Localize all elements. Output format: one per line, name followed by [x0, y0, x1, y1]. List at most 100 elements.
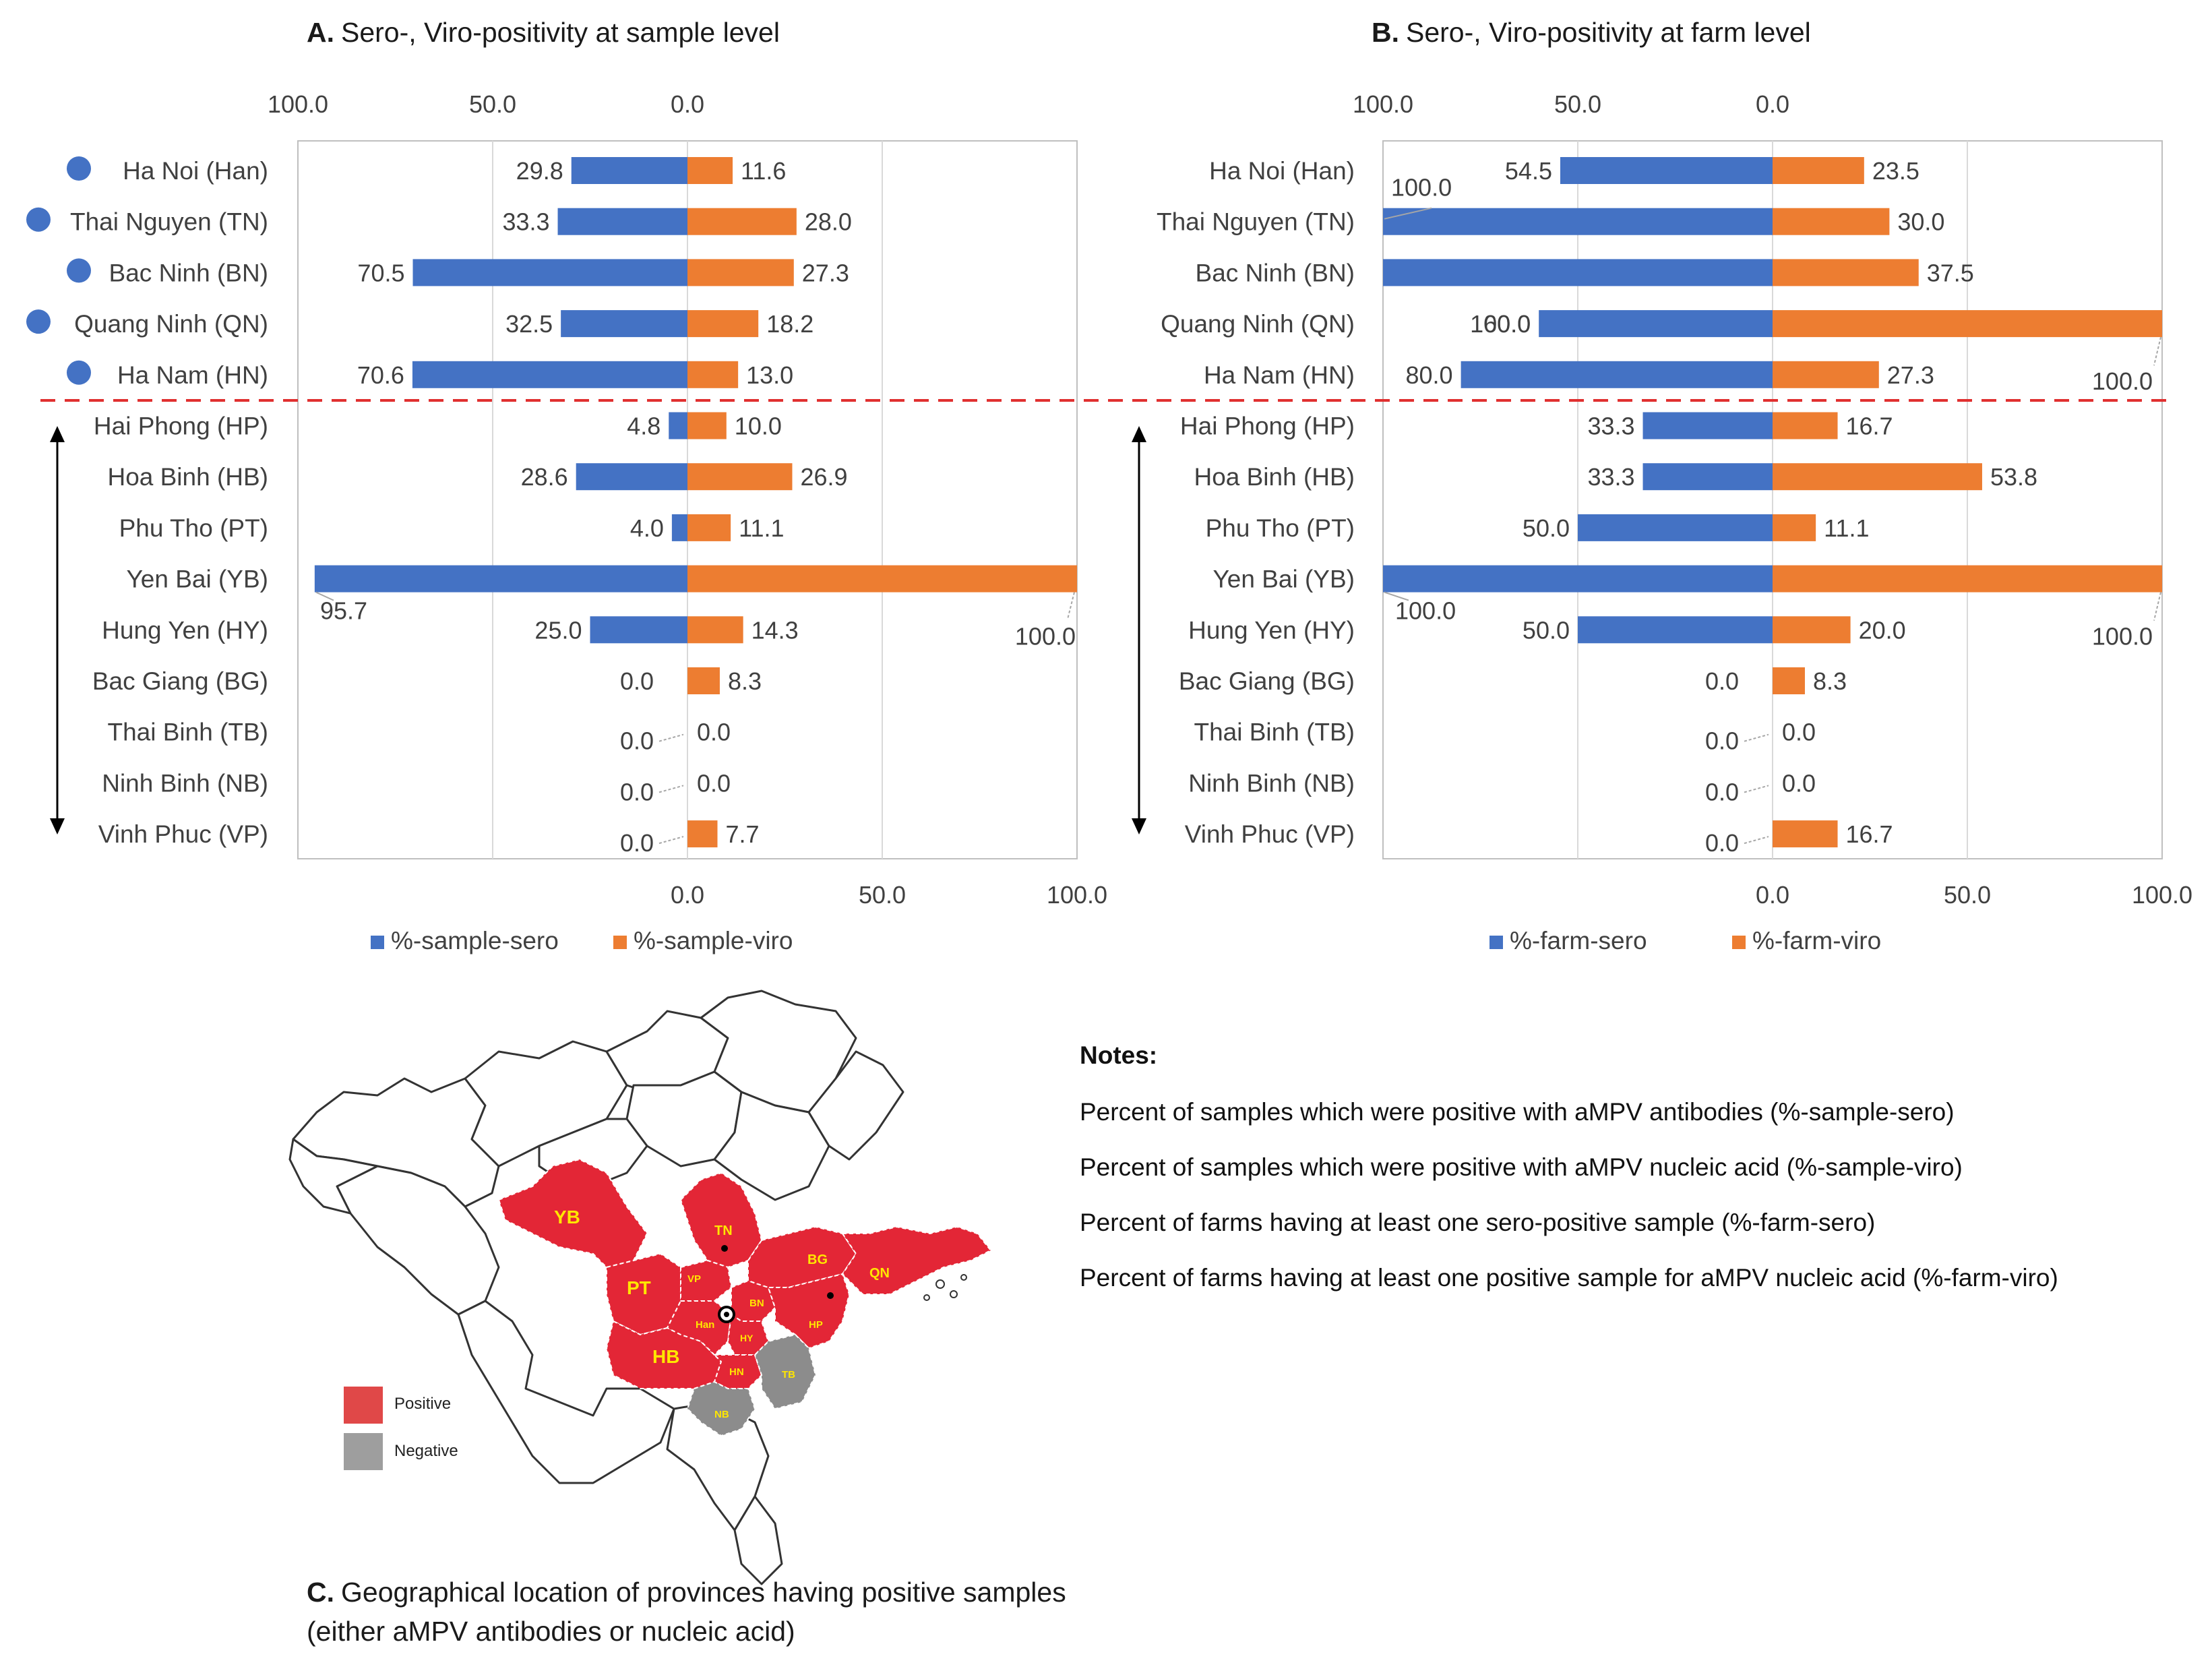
map-legend-positive-label: Positive	[394, 1395, 451, 1413]
chart-b-label-viro: 16.7	[1846, 413, 1893, 440]
chart-b-category-label: Ninh Binh (NB)	[1188, 769, 1355, 797]
chart-b-label-viro: 100.0	[2092, 623, 2153, 650]
map-capital-marker-dot	[724, 1312, 729, 1317]
chart-b-label-sero: 0.0	[1705, 778, 1739, 806]
chart-a-category-label: Ha Nam (HN)	[117, 361, 268, 389]
chart-a-leader-line	[1067, 592, 1075, 619]
panel-c-label: C.	[307, 1577, 334, 1608]
chart-a-label-sero: 0.0	[620, 829, 654, 857]
chart-a-bar-sero	[561, 310, 687, 338]
chart-b-label-sero: 100.0	[1391, 174, 1452, 202]
chart-b-leader-line	[1744, 836, 1769, 845]
chart-b-category-label: Bac Ninh (BN)	[1196, 259, 1355, 286]
chart-a-leader-line	[658, 785, 684, 793]
map-island-4	[960, 1274, 967, 1281]
chart-b-leader-line	[2153, 592, 2161, 621]
chart-b-bar-viro	[1773, 259, 1919, 286]
chart-a-leader-line	[658, 733, 684, 742]
chart-b-leader-line	[1384, 591, 1409, 601]
chart-a-label-viro: 0.0	[697, 719, 731, 746]
chart-a-category-label: Bac Giang (BG)	[92, 667, 268, 695]
map-label-yb: YB	[554, 1207, 580, 1227]
chart-a-category-label: Hai Phong (HP)	[94, 413, 268, 440]
chart-a-bar-viro	[687, 616, 743, 644]
chart-b-bar-sero	[1578, 616, 1773, 644]
map-label-tb: TB	[782, 1369, 795, 1380]
chart-b-category-label: Ha Noi (Han)	[1209, 157, 1355, 185]
chart-b-category-label: Ha Nam (HN)	[1204, 361, 1355, 389]
chart-b-bar-viro	[1773, 463, 1982, 491]
chart-b: 100.0 50.0 0.0 0.0 50.0 100.0 Ha Noi (Han) 54.5…	[1157, 90, 2192, 954]
chart-a: 100.0 50.0 0.0 0.0 50.0 100.0 Ha Noi (Han) 29.8…	[26, 90, 1107, 954]
chart-b-label-viro: 23.5	[1872, 157, 1919, 185]
chart-b-label-sero: 0.0	[1705, 667, 1739, 695]
chart-a-label-sero: 4.8	[627, 413, 660, 440]
arrow-left-head-down	[50, 818, 65, 834]
chart-a-label-sero: 70.5	[357, 259, 404, 286]
chart-b-top-tick-label: 0.0	[1756, 90, 1789, 118]
chart-a-category-label: Yen Bai (YB)	[127, 566, 268, 593]
map-label-hp: HP	[809, 1319, 823, 1331]
chart-b-bar-sero	[1642, 412, 1773, 439]
chart-a-category-label: Bac Ninh (BN)	[109, 259, 268, 286]
chart-a-category-marker	[26, 309, 51, 334]
chart-a-bar-viro	[687, 565, 1077, 593]
arrow-right-head-up	[1132, 426, 1146, 442]
chart-a-bar-viro	[687, 157, 733, 184]
chart-b-leader-line	[1744, 733, 1769, 742]
chart-a-label-sero: 70.6	[357, 361, 404, 389]
map-label-bn: BN	[749, 1298, 764, 1309]
panel-a-title-text: Sero-, Viro-positivity at sample level	[341, 17, 780, 48]
map-province-tb	[754, 1333, 817, 1410]
map-label-vp: VP	[687, 1273, 701, 1285]
chart-b-category-label: Thai Binh (TB)	[1194, 719, 1355, 746]
chart-b-bottom-tick-label: 0.0	[1756, 881, 1789, 909]
chart-a-bar-viro	[687, 463, 793, 491]
chart-b-label-viro: 30.0	[1897, 208, 1944, 236]
chart-a-legend-sero-swatch	[371, 936, 384, 949]
chart-b-category-label: Thai Nguyen (TN)	[1157, 208, 1355, 236]
chart-b-legend-viro-label: %-farm-viro	[1752, 927, 1881, 954]
chart-b-label-sero-extra: 60.0	[1483, 310, 1531, 338]
chart-a-bar-sero	[671, 514, 687, 541]
map-city-marker-tn	[721, 1245, 728, 1252]
chart-a-legend-sero-label: %-sample-sero	[391, 927, 559, 954]
chart-b-bar-viro	[1773, 667, 1805, 694]
chart-a-category-label: Thai Nguyen (TN)	[70, 208, 268, 236]
chart-b-leader-line	[1384, 207, 1432, 220]
chart-b-legend-sero-label: %-farm-sero	[1510, 927, 1647, 954]
chart-a-label-viro: 100.0	[1015, 623, 1076, 650]
map-legend-positive-swatch	[344, 1387, 383, 1424]
chart-b-label-sero: 33.3	[1587, 413, 1634, 440]
chart-b-leader-line	[1744, 785, 1769, 793]
chart-b-bar-viro	[1773, 820, 1838, 848]
chart-a-bar-viro	[687, 412, 727, 439]
chart-b-label-sero: 50.0	[1523, 616, 1570, 644]
chart-b-label-viro: 20.0	[1859, 616, 1906, 644]
map-legend-negative-label: Negative	[394, 1442, 458, 1460]
notes-title: Notes:	[1080, 1041, 1157, 1069]
chart-b-bar-sero	[1560, 157, 1773, 184]
arrow-left-head-up	[50, 426, 65, 442]
chart-a-label-viro: 11.6	[741, 157, 786, 185]
chart-a-label-viro: 28.0	[805, 208, 852, 236]
chart-b-bar-sero	[1578, 514, 1773, 541]
chart-a-bar-viro	[687, 259, 794, 286]
chart-a-label-sero: 32.5	[505, 310, 553, 338]
map-outline-provinces	[288, 990, 904, 1585]
chart-b-bar-sero	[1461, 361, 1773, 388]
map-northern-vietnam: YB PT HB TN VP BN Han HY HN BG QN HP TB …	[288, 990, 991, 1585]
chart-a-bottom-tick-label: 0.0	[671, 881, 704, 909]
map-province-nb	[686, 1380, 756, 1437]
chart-b-label-sero: 80.0	[1406, 361, 1453, 389]
chart-b-category-label: Hung Yen (HY)	[1188, 616, 1355, 644]
chart-b-bar-sero	[1383, 259, 1773, 286]
chart-b-bottom-tick-label: 100.0	[2132, 881, 2192, 909]
panel-a-label: A.	[307, 17, 334, 48]
chart-a-leader-line	[658, 836, 684, 845]
panel-c-caption-text: Geographical location of provinces havin…	[341, 1577, 1066, 1608]
chart-a-category-label: Vinh Phuc (VP)	[98, 820, 268, 848]
notes-line-4: Percent of farms having at least one pos…	[1080, 1264, 2058, 1292]
map-province-outline-6	[713, 1091, 830, 1201]
